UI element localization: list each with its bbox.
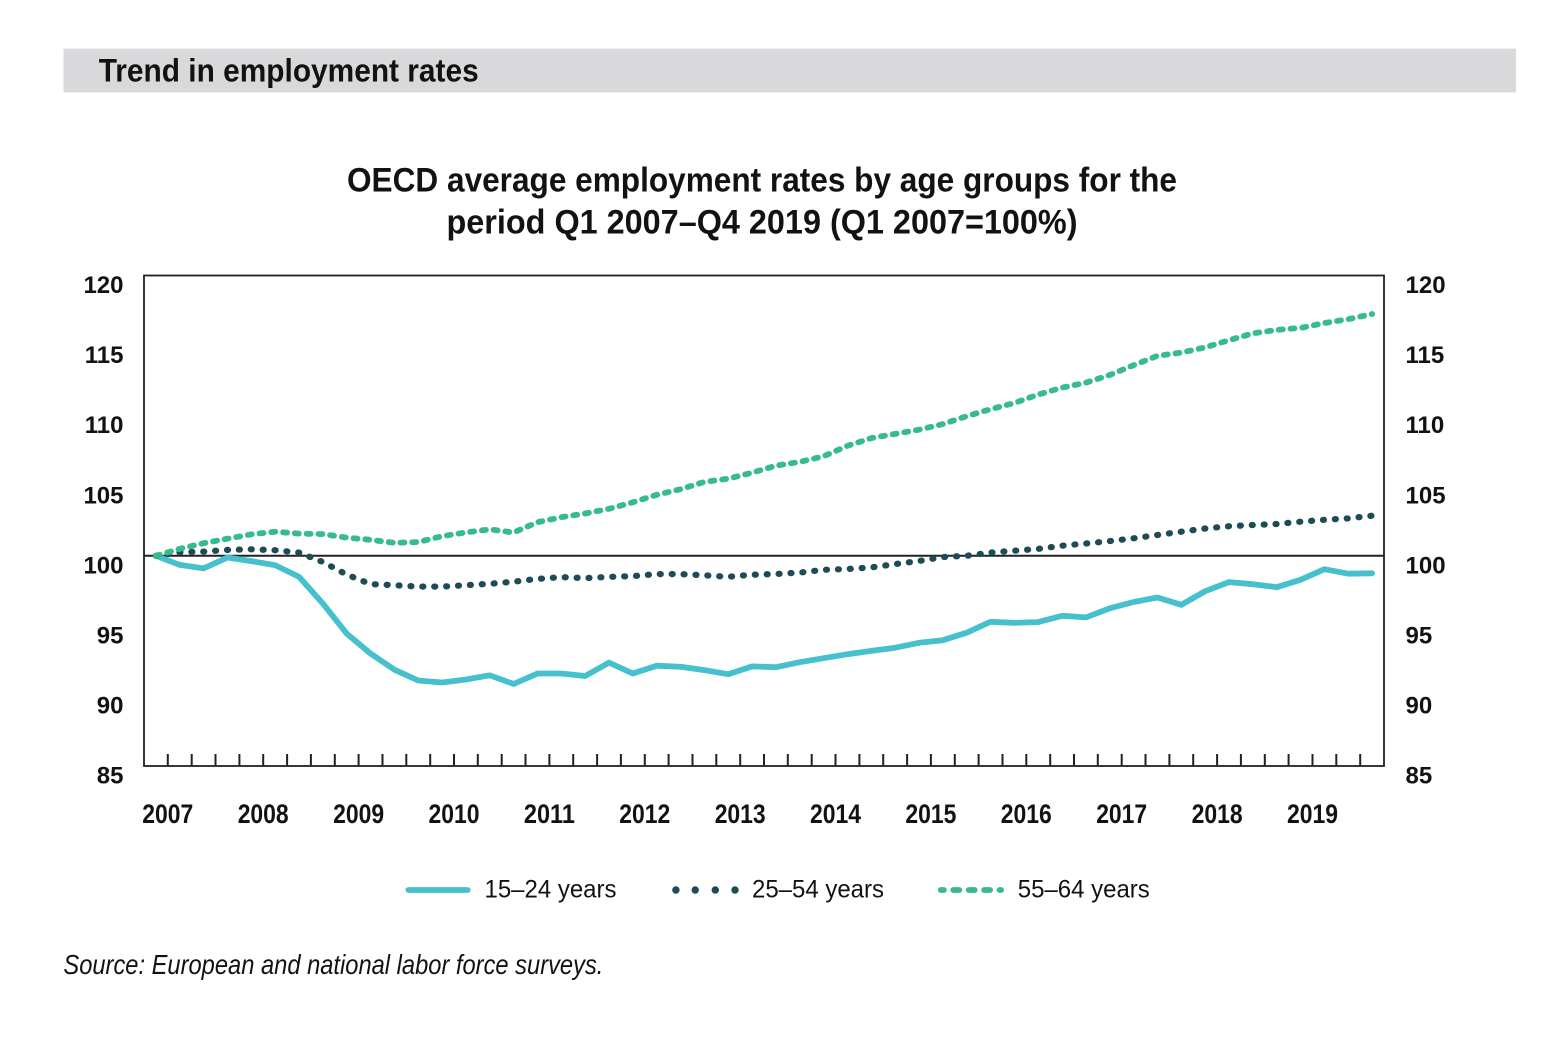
- svg-text:2010: 2010: [429, 799, 480, 829]
- svg-text:2018: 2018: [1192, 799, 1243, 829]
- svg-text:2014: 2014: [810, 799, 861, 829]
- svg-text:115: 115: [85, 342, 124, 369]
- svg-text:OECD average employment rates: OECD average employment rates by age gro…: [347, 161, 1177, 199]
- svg-text:2017: 2017: [1096, 799, 1147, 829]
- svg-text:105: 105: [1406, 482, 1446, 509]
- svg-text:110: 110: [85, 412, 124, 439]
- svg-text:Source: European and national: Source: European and national labor forc…: [63, 949, 603, 980]
- svg-text:2012: 2012: [619, 799, 670, 829]
- svg-text:Trend in employment rates: Trend in employment rates: [99, 53, 479, 89]
- svg-text:2013: 2013: [715, 799, 766, 829]
- svg-text:95: 95: [1406, 623, 1433, 650]
- svg-text:120: 120: [83, 272, 123, 299]
- svg-text:15–24 years: 15–24 years: [485, 876, 617, 904]
- svg-text:55–64 years: 55–64 years: [1018, 876, 1150, 904]
- svg-text:120: 120: [1406, 272, 1446, 299]
- svg-text:2016: 2016: [1001, 799, 1052, 829]
- svg-text:2008: 2008: [238, 799, 289, 829]
- svg-text:105: 105: [83, 482, 123, 509]
- svg-text:2009: 2009: [333, 799, 384, 829]
- svg-text:2015: 2015: [905, 799, 956, 829]
- svg-text:85: 85: [97, 763, 124, 790]
- svg-text:100: 100: [83, 552, 123, 579]
- svg-text:100: 100: [1406, 552, 1446, 579]
- svg-text:85: 85: [1406, 763, 1433, 790]
- svg-text:25–54 years: 25–54 years: [752, 876, 884, 904]
- svg-text:90: 90: [97, 693, 124, 720]
- svg-text:2019: 2019: [1287, 799, 1338, 829]
- svg-text:95: 95: [97, 623, 124, 650]
- svg-text:period Q1 2007–Q4 2019 (Q1 200: period Q1 2007–Q4 2019 (Q1 2007=100%): [447, 204, 1078, 242]
- svg-text:2007: 2007: [142, 799, 193, 829]
- svg-text:2011: 2011: [524, 799, 575, 829]
- svg-text:90: 90: [1406, 693, 1433, 720]
- svg-text:110: 110: [1406, 412, 1445, 439]
- svg-text:115: 115: [1406, 342, 1445, 369]
